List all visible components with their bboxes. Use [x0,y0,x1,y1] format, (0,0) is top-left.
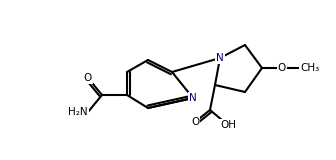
Text: O: O [191,117,199,127]
Text: CH₃: CH₃ [300,63,319,73]
Text: N: N [189,93,197,103]
Text: OH: OH [220,120,236,130]
Text: H₂N: H₂N [68,107,88,117]
Text: O: O [278,63,286,73]
Text: N: N [216,53,224,63]
Text: O: O [84,73,92,83]
